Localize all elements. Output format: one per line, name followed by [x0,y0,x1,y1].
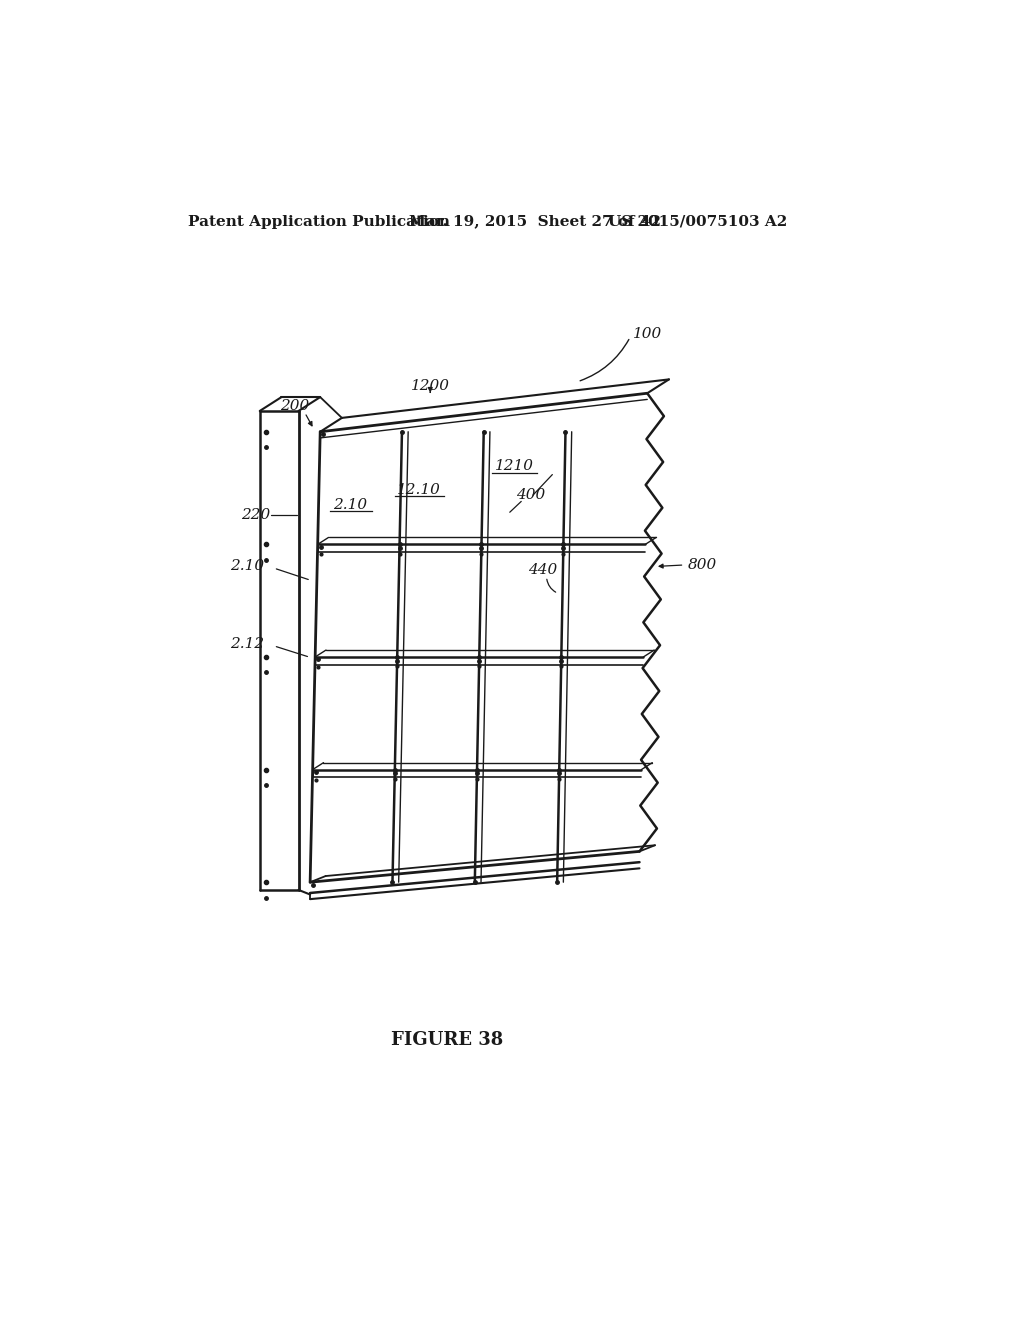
Text: 200: 200 [280,400,309,413]
Text: 2.12: 2.12 [230,636,264,651]
Text: 12.10: 12.10 [396,483,440,496]
Text: 400: 400 [516,488,546,502]
Text: FIGURE 38: FIGURE 38 [391,1031,504,1049]
Text: 220: 220 [241,508,270,521]
Text: 1210: 1210 [495,459,534,474]
Text: US 2015/0075103 A2: US 2015/0075103 A2 [608,215,787,228]
Text: Mar. 19, 2015  Sheet 27 of 42: Mar. 19, 2015 Sheet 27 of 42 [409,215,660,228]
Text: 800: 800 [687,558,717,572]
Text: 2.10: 2.10 [230,560,264,573]
Text: 1200: 1200 [411,379,450,392]
Text: 100: 100 [633,327,663,341]
Text: Patent Application Publication: Patent Application Publication [188,215,451,228]
Text: 440: 440 [528,564,557,577]
Text: 2.10: 2.10 [333,498,367,512]
